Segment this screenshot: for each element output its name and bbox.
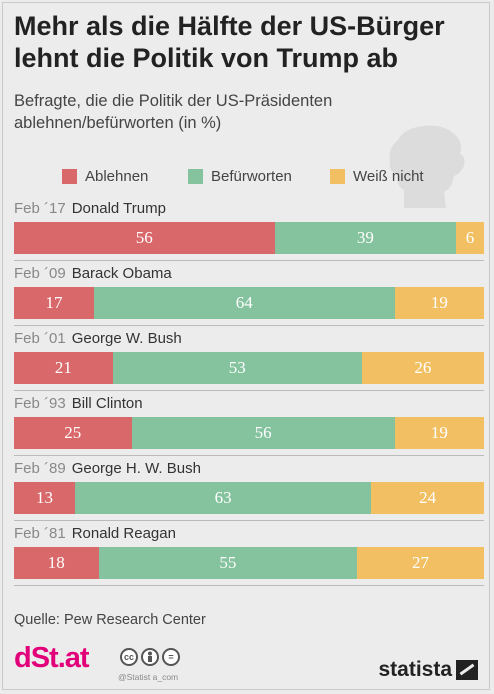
data-label: 24 [419,488,437,507]
stacked-bar: 56 39 6 [14,222,484,254]
statista-wordmark: statista [378,658,452,681]
trump-silhouette-icon [389,125,465,208]
row-president-name: Barack Obama [71,265,172,282]
row-president-name: George W. Bush [71,330,182,347]
legend-label: Weiß nicht [353,167,424,185]
cc-icon: cc [120,648,138,666]
chart-frame [2,2,490,690]
data-label: 6 [465,228,475,247]
data-label: 13 [36,488,54,507]
row-separator [14,585,484,586]
stacked-bar: 18 55 27 [14,547,484,579]
data-label: 21 [54,358,72,377]
row-date: Feb ´01 [14,330,66,347]
row-label: Feb ´09 Barack Obama [14,265,172,282]
legend-label: Befürworten [211,167,292,185]
chart-subtitle: Befragte, die die Politik der US-Präside… [14,92,333,132]
row-date: Feb ´17 [14,200,66,217]
bar-segment: 21 [14,352,113,384]
row-separator [14,455,484,456]
row-label: Feb ´17 Donald Trump [14,200,166,217]
chart-row: Feb ´17 Donald Trump 56 39 6 [14,200,484,265]
chart-row: Feb ´89 George H. W. Bush 13 63 24 [14,460,484,525]
statista-handle: @Statist a_com [118,672,179,682]
row-label: Feb ´89 George H. W. Bush [14,460,201,477]
data-label: 56 [135,228,153,247]
row-date: Feb ´09 [14,265,66,282]
legend-item: Weiß nicht [330,165,424,187]
chart-row: Feb ´01 George W. Bush 21 53 26 [14,330,484,395]
bar-segment: 17 [14,287,94,319]
stacked-bar: 25 56 19 [14,417,484,449]
bar-segment: 63 [75,482,372,514]
bar-segment: 19 [394,417,484,449]
stacked-bar: 17 64 19 [14,287,484,319]
row-president-name: Donald Trump [71,200,166,217]
data-label: 25 [64,423,82,442]
nd-equals-icon: = [162,648,180,666]
chart-row: Feb ´09 Barack Obama 17 64 19 [14,265,484,330]
bar-segment: 53 [112,352,362,384]
bar-segment: 25 [14,417,132,449]
bar-segment: 64 [93,287,395,319]
bar-segment: 6 [456,222,484,254]
data-label: 63 [214,488,232,507]
cc-license-icons: cc = [120,648,180,666]
stacked-bar: 13 63 24 [14,482,484,514]
statista-mark-icon [456,660,478,680]
row-president-name: George H. W. Bush [71,460,201,477]
data-label: 27 [412,553,430,572]
source-note: Quelle: Pew Research Center [14,612,206,628]
by-person-icon [141,648,159,666]
data-label: 17 [45,293,63,312]
row-president-name: Bill Clinton [71,395,143,412]
bar-segment: 18 [14,547,99,579]
dst-logo: dSt.at [14,642,90,674]
bar-segment: 26 [361,352,484,384]
data-label: 55 [219,553,237,572]
data-label: 64 [235,293,253,312]
bar-segment: 56 [14,222,275,254]
legend-item: Ablehnen [62,165,148,187]
chart-legend: Ablehnen Befürworten Weiß nicht [0,165,494,187]
legend-swatch [62,168,77,184]
chart-row: Feb ´81 Ronald Reagan 18 55 27 [14,525,484,590]
row-date: Feb ´89 [14,460,66,477]
row-date: Feb ´93 [14,395,66,412]
row-label: Feb ´01 George W. Bush [14,330,182,347]
data-label: 19 [430,293,448,312]
data-label: 39 [356,228,374,247]
row-president-name: Ronald Reagan [71,525,176,542]
legend-swatch [330,168,345,184]
row-separator [14,390,484,391]
row-date: Feb ´81 [14,525,66,542]
bar-segment: 19 [394,287,484,319]
row-label: Feb ´93 Bill Clinton [14,395,143,412]
bar-segment: 39 [274,222,457,254]
legend-label: Ablehnen [85,167,149,185]
bar-segment: 13 [14,482,76,514]
row-separator [14,520,484,521]
row-label: Feb ´81 Ronald Reagan [14,525,176,542]
bar-segment: 56 [131,417,395,449]
legend-swatch [188,168,203,184]
data-label: 18 [47,553,65,572]
data-label: 53 [228,358,246,377]
row-separator [14,260,484,261]
stacked-bar: 21 53 26 [14,352,484,384]
statista-logo: statista [378,658,478,682]
bar-segment: 55 [98,547,358,579]
row-separator [14,325,484,326]
chart-row: Feb ´93 Bill Clinton 25 56 19 [14,395,484,460]
data-label: 26 [414,358,432,377]
bar-segment: 24 [371,482,484,514]
chart-title: Mehr als die Hälfte der US-Bürger lehnt … [14,11,445,73]
data-label: 19 [430,423,448,442]
bar-segment: 27 [357,547,484,579]
legend-item: Befürworten [188,165,292,187]
data-label: 56 [254,423,272,442]
